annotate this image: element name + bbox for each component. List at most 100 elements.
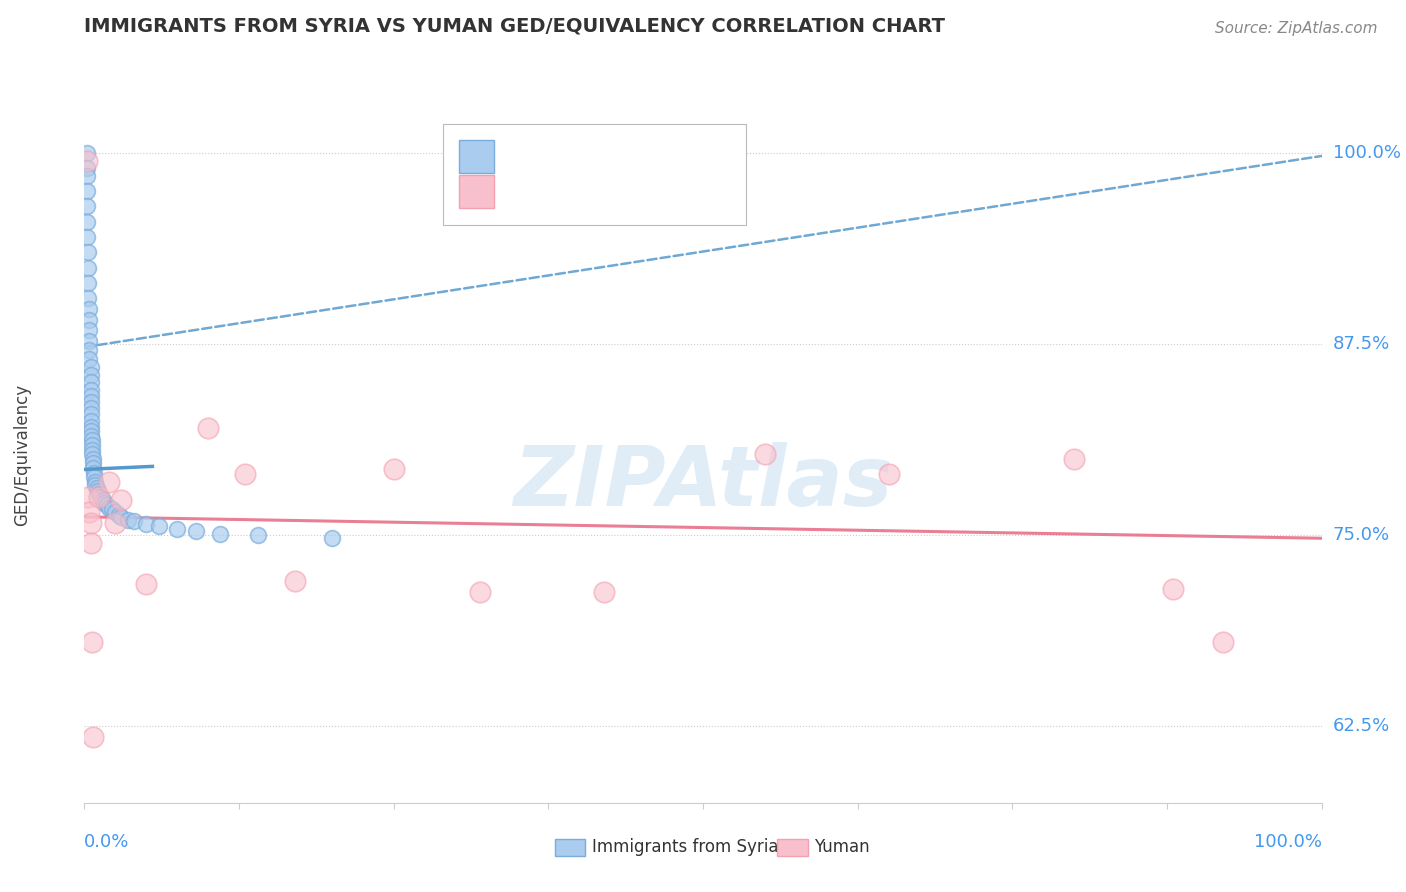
Point: [76, 184, 98, 198]
Point: [79, 323, 101, 337]
Point: [79, 413, 101, 427]
Text: -0.030: -0.030: [550, 180, 614, 198]
Point: [76, 161, 98, 176]
Point: [79, 376, 101, 390]
Text: ZIPAtlas: ZIPAtlas: [513, 442, 893, 524]
Point: [877, 467, 900, 481]
Point: [83, 466, 105, 480]
Point: [117, 513, 139, 527]
Point: [321, 531, 343, 545]
Point: [77, 260, 100, 275]
Text: Source: ZipAtlas.com: Source: ZipAtlas.com: [1215, 21, 1378, 36]
Point: [76, 199, 98, 213]
Point: [79, 368, 101, 382]
Text: 62.5%: 62.5%: [1333, 717, 1391, 735]
Text: N =: N =: [606, 145, 658, 163]
Point: [87, 483, 110, 498]
FancyBboxPatch shape: [443, 124, 747, 226]
Point: [77, 291, 100, 305]
Point: [76, 215, 98, 229]
Point: [89, 490, 111, 504]
Point: [79, 408, 101, 422]
Point: [79, 352, 101, 367]
Point: [83, 470, 105, 484]
Point: [184, 524, 207, 538]
Point: [79, 401, 101, 416]
Point: [79, 334, 101, 348]
Point: [197, 421, 219, 435]
Point: [79, 505, 101, 519]
Bar: [554, 839, 585, 856]
Bar: [460, 140, 494, 173]
Point: [1212, 635, 1234, 649]
Point: [233, 467, 256, 481]
Text: R =: R =: [505, 180, 544, 198]
Point: [209, 526, 232, 541]
Point: [79, 343, 101, 358]
Point: [82, 461, 104, 475]
Point: [77, 245, 100, 260]
Point: [76, 169, 98, 183]
Point: [80, 438, 103, 452]
Point: [470, 584, 492, 599]
Point: [79, 383, 101, 397]
Point: [79, 424, 101, 438]
Text: 0.0%: 0.0%: [84, 833, 129, 851]
Text: Yuman: Yuman: [814, 838, 870, 856]
Bar: [460, 175, 494, 208]
Text: 87.5%: 87.5%: [1333, 335, 1391, 353]
Text: Immigrants from Syria: Immigrants from Syria: [592, 838, 778, 856]
Point: [80, 434, 103, 448]
Point: [82, 456, 104, 470]
Point: [89, 490, 111, 504]
Text: 61: 61: [664, 145, 689, 163]
Text: 100.0%: 100.0%: [1333, 144, 1400, 162]
Text: IMMIGRANTS FROM SYRIA VS YUMAN GED/EQUIVALENCY CORRELATION CHART: IMMIGRANTS FROM SYRIA VS YUMAN GED/EQUIV…: [84, 17, 945, 36]
Point: [135, 517, 157, 532]
Point: [110, 509, 132, 524]
Point: [79, 429, 101, 443]
Point: [79, 359, 101, 374]
Point: [84, 477, 107, 491]
Point: [166, 522, 188, 536]
Bar: [778, 839, 808, 856]
Point: [76, 230, 98, 244]
Point: [100, 502, 122, 516]
Point: [93, 496, 115, 510]
Point: [110, 493, 132, 508]
Point: [593, 584, 616, 599]
Text: R =: R =: [505, 145, 544, 163]
Point: [79, 312, 101, 326]
Point: [79, 516, 101, 530]
Point: [89, 487, 111, 501]
Point: [79, 536, 101, 550]
Point: [80, 447, 103, 461]
Point: [80, 442, 103, 457]
Text: 23: 23: [664, 180, 689, 198]
Point: [104, 516, 127, 530]
Point: [382, 462, 405, 476]
Text: N =: N =: [606, 180, 658, 198]
Point: [79, 301, 101, 316]
Text: 100.0%: 100.0%: [1254, 833, 1322, 851]
Point: [82, 730, 104, 744]
Point: [79, 419, 101, 434]
Text: 0.033: 0.033: [553, 145, 616, 163]
Point: [1063, 451, 1085, 466]
Point: [98, 500, 121, 515]
Point: [76, 145, 98, 160]
Point: [96, 498, 118, 512]
Point: [104, 505, 127, 519]
Point: [148, 519, 170, 533]
Point: [754, 447, 776, 461]
Point: [80, 635, 103, 649]
Point: [84, 475, 107, 489]
Point: [91, 493, 114, 508]
Point: [98, 475, 121, 489]
Text: 75.0%: 75.0%: [1333, 526, 1391, 544]
Point: [82, 451, 104, 466]
Point: [135, 577, 157, 591]
Point: [77, 276, 100, 290]
Point: [79, 389, 101, 403]
Point: [284, 574, 307, 588]
